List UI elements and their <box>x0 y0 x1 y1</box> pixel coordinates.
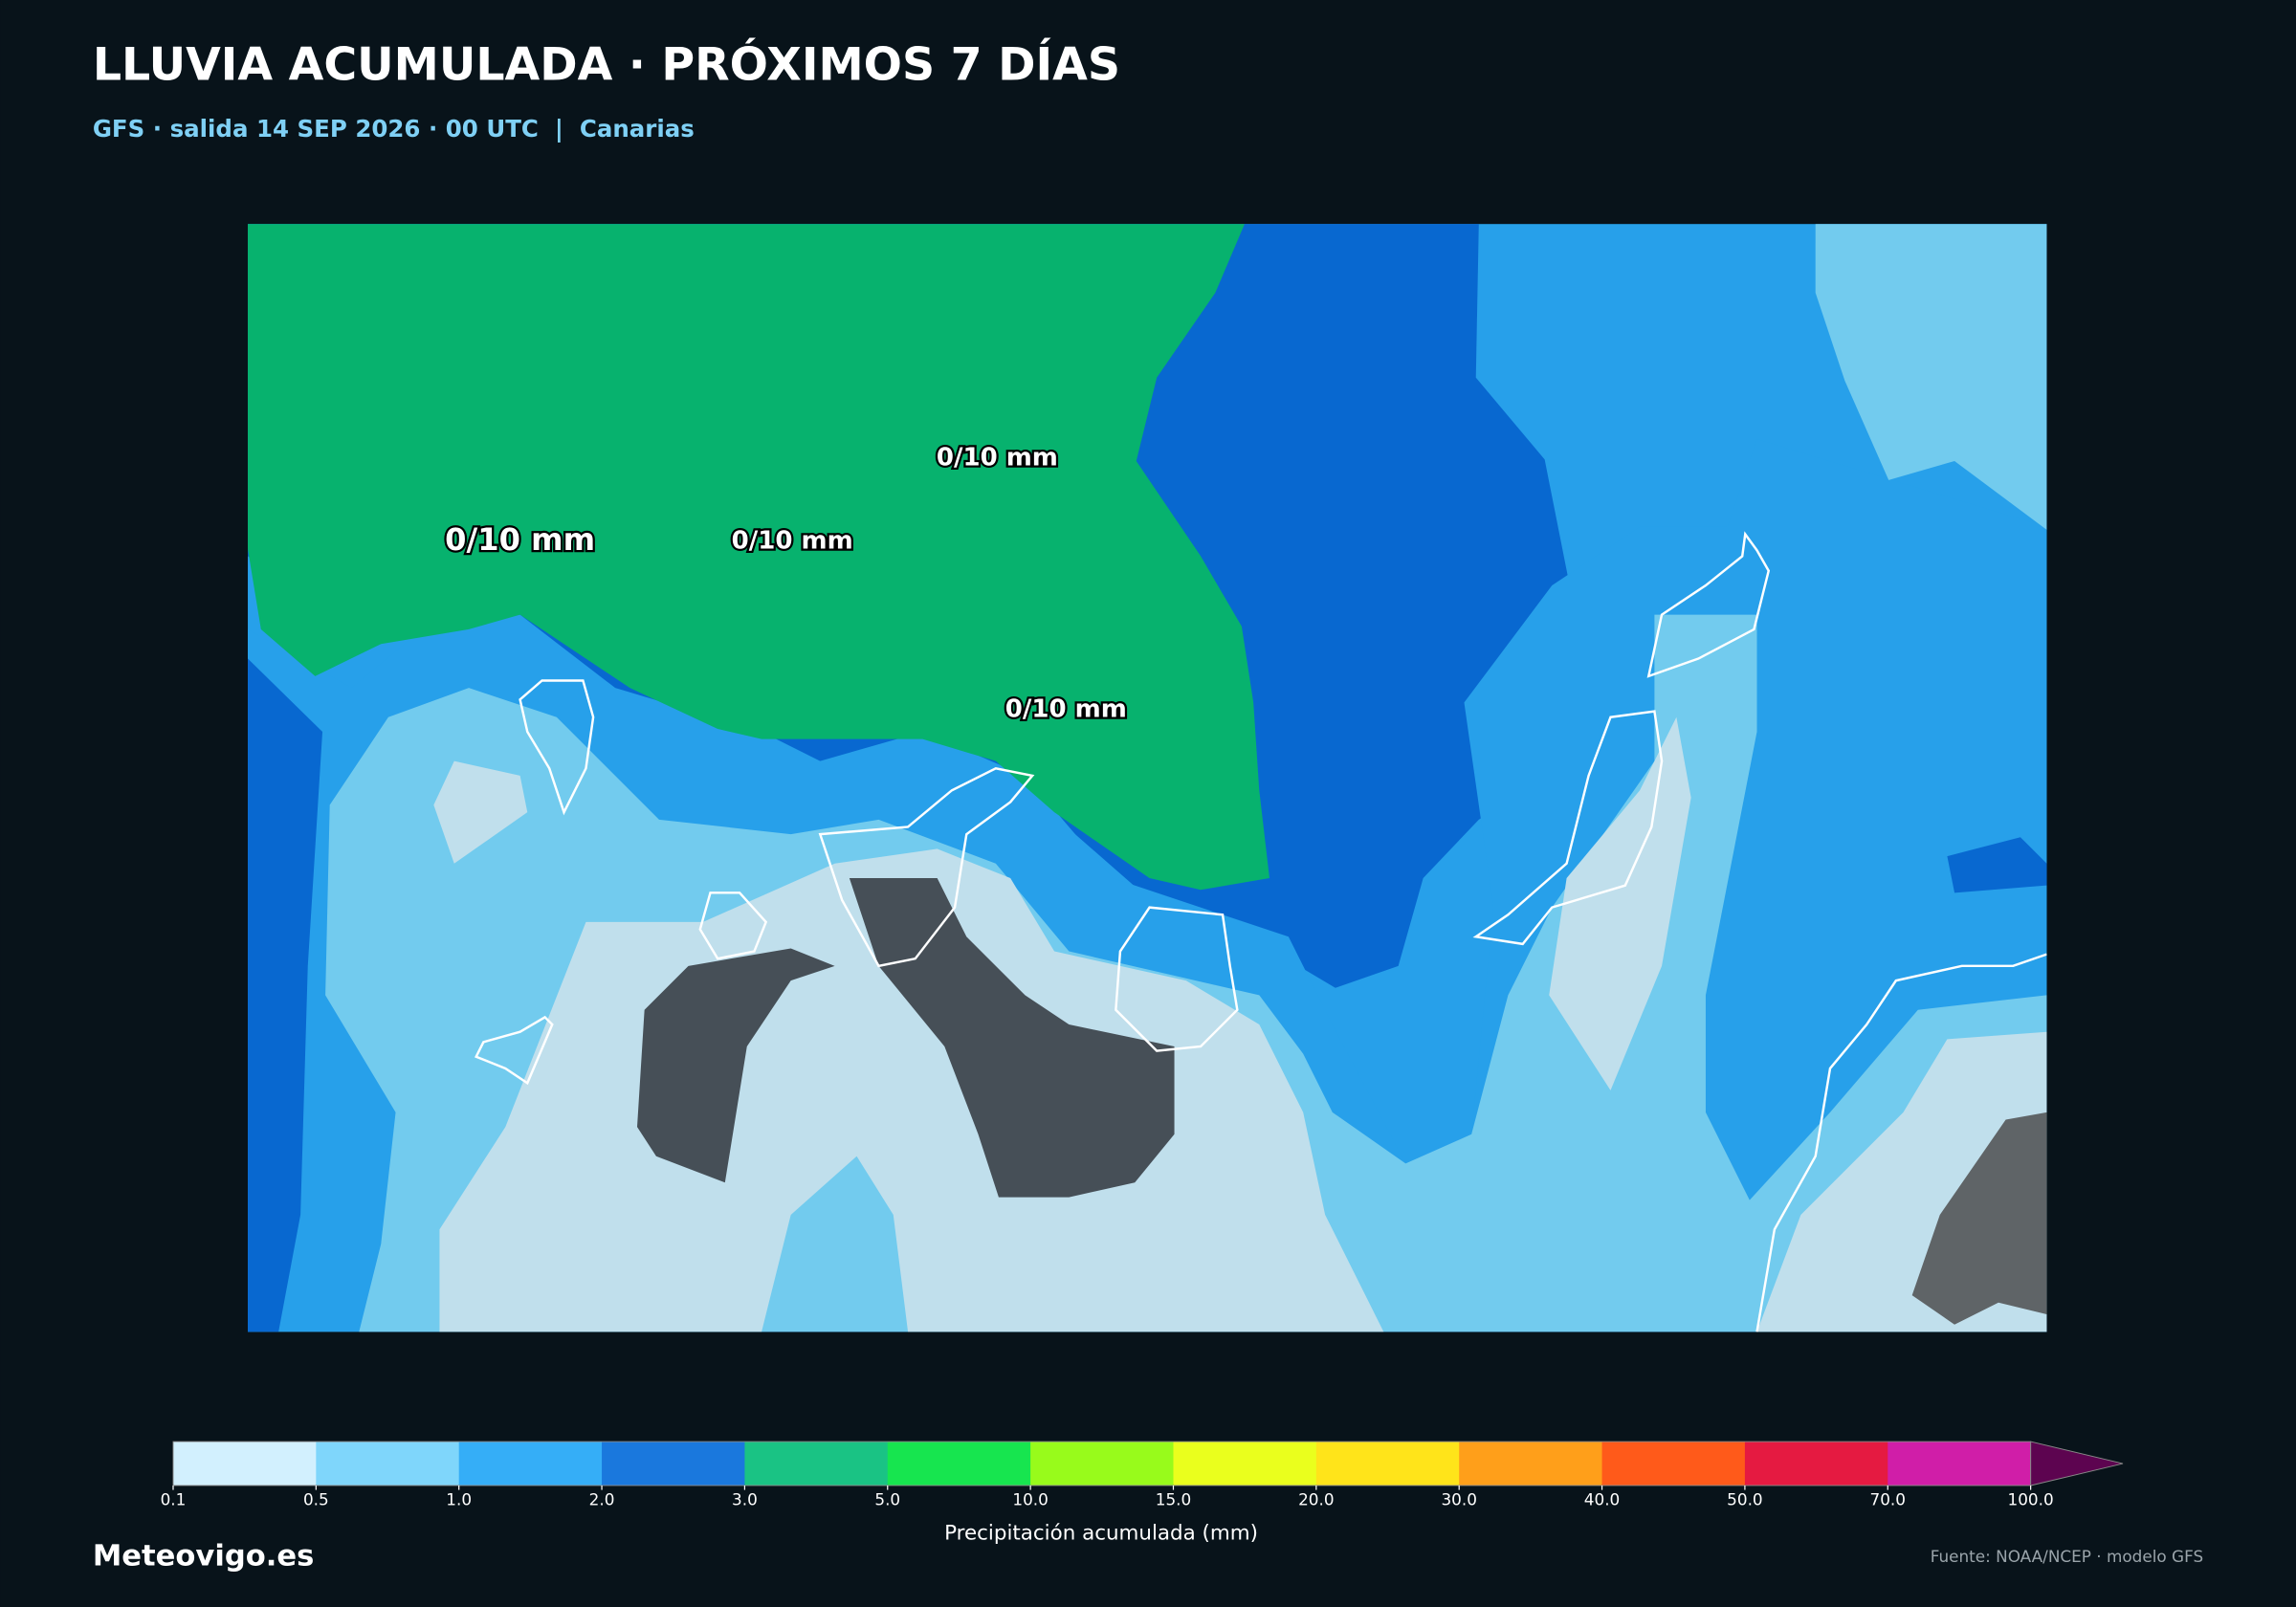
colorbar-tick-label: 3.0 <box>732 1489 758 1508</box>
colorbar-tick-label: 15.0 <box>1156 1489 1191 1508</box>
colorbar-segment <box>1744 1442 1889 1486</box>
colorbar-segment <box>1173 1442 1317 1486</box>
region-2mm <box>1947 837 2047 893</box>
colorbar-tick-label: 70.0 <box>1870 1489 1906 1508</box>
colorbar-segment <box>1030 1442 1175 1486</box>
colorbar-tick-label: 0.1 <box>161 1489 187 1508</box>
colorbar-segment <box>458 1442 603 1486</box>
map-label: 0/10 mm <box>937 443 1058 472</box>
region-green <box>248 224 1269 891</box>
colorbar: 0.1 0.5 1.0 2.0 3.0 5.0 10.0 15.0 20.0 30.0 40.0 50… <box>161 1441 2124 1508</box>
brand: Meteovigo.es <box>93 1539 315 1573</box>
region-0-5mm <box>1815 224 2047 530</box>
region-0-1mm <box>433 760 528 864</box>
map-label: 0/10 mm <box>1005 695 1127 724</box>
colorbar-tick-label: 1.0 <box>446 1489 472 1508</box>
source: Fuente: NOAA/NCEP · modelo GFS <box>1931 1547 2203 1566</box>
coast <box>519 679 595 816</box>
region-2mm <box>248 658 323 1332</box>
colorbar-tick-label: 0.5 <box>303 1489 329 1508</box>
coast <box>1115 906 1239 1052</box>
colorbar-segment <box>1459 1442 1603 1486</box>
colorbar-label: Precipitación acumulada (mm) <box>944 1521 1258 1545</box>
colorbar-tick-label: 40.0 <box>1584 1489 1620 1508</box>
coast <box>818 766 1035 968</box>
colorbar-tick-label: 30.0 <box>1441 1489 1476 1508</box>
region-grey <box>849 878 1175 1198</box>
colorbar-tick-label: 100.0 <box>2008 1489 2054 1508</box>
subtitle: GFS · salida 14 SEP 2026 · 00 UTC | Cana… <box>93 115 695 143</box>
coast <box>475 1015 554 1086</box>
colorbar-segment <box>744 1442 889 1486</box>
colorbar-segment <box>1601 1442 1746 1486</box>
map-label: 0/10 mm <box>445 521 595 558</box>
colorbar-tick-label: 10.0 <box>1012 1489 1048 1508</box>
colorbar-segment <box>1888 1442 2032 1486</box>
colorbar-segment <box>887 1442 1031 1486</box>
colorbar-tick-label: 2.0 <box>589 1489 615 1508</box>
coast <box>1755 953 2047 1332</box>
colorbar-segment <box>602 1442 746 1486</box>
region-0-1mm <box>439 848 1384 1332</box>
coast <box>1472 710 1664 946</box>
colorbar-segment <box>316 1442 460 1486</box>
map-label: 0/10 mm <box>732 527 853 556</box>
colorbar-tick-label: 5.0 <box>874 1489 900 1508</box>
colorbar-segment <box>172 1442 318 1486</box>
coast <box>1646 531 1771 678</box>
region-grey <box>1911 1112 2047 1325</box>
colorbar-segment <box>1315 1442 1460 1486</box>
colorbar-tick-label: 50.0 <box>1727 1489 1762 1508</box>
map: 0/10 mm 0/10 mm 0/10 mm 0/10 mm <box>248 224 2047 1332</box>
colorbar-frame <box>172 1441 2032 1486</box>
title: LLUVIA ACUMULADA · PRÓXIMOS 7 DÍAS <box>93 36 1120 91</box>
colorbar-tick-label: 20.0 <box>1298 1489 1334 1508</box>
coast <box>698 892 768 960</box>
region-grey <box>637 948 835 1183</box>
region-0-1mm <box>1549 716 1691 1090</box>
